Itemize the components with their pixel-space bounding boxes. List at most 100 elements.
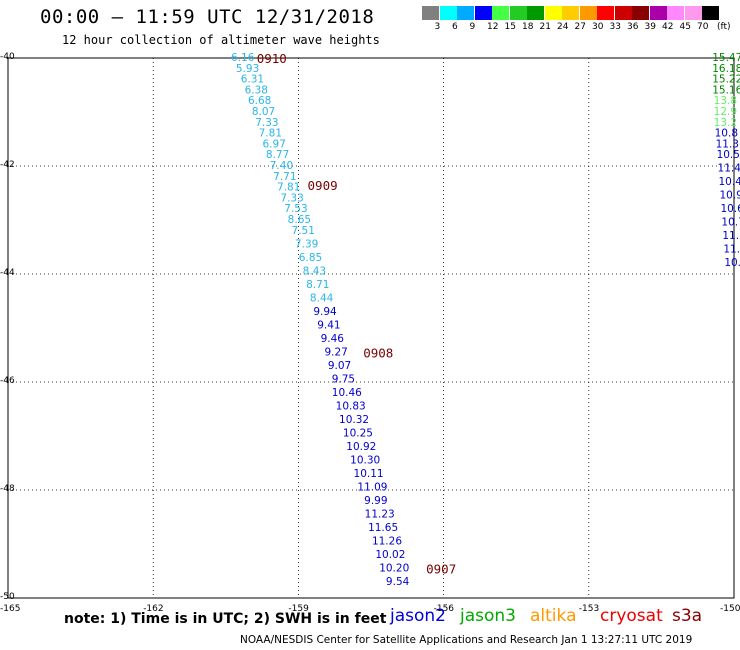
wave-height-value: 10.32 [339, 414, 369, 426]
longitude-label: -156 [433, 604, 455, 614]
scale-label: 3 [434, 22, 441, 32]
pass-time-label: 0907 [426, 561, 456, 576]
scale-label: 70 [697, 22, 709, 32]
wave-height-value: 7.53 [284, 203, 307, 215]
page-title: 00:00 – 11:59 UTC 12/31/2018 [40, 6, 375, 28]
scale-swatch [509, 6, 527, 20]
track-0907-0910: 6.165.936.316.386.688.077.337.816.978.77… [231, 52, 410, 588]
latitude-label: -48 [0, 484, 15, 494]
scale-label: 15 [504, 22, 516, 32]
wave-height-value: 9.99 [364, 495, 387, 507]
longitude-label: -153 [578, 604, 600, 614]
wave-height-value: 7.71 [273, 171, 296, 183]
wave-height-value: 15.47 [712, 52, 740, 64]
scale-swatch [579, 6, 597, 20]
wave-height-value: 8.07 [252, 106, 275, 118]
wave-height-value: 9.46 [321, 333, 345, 345]
pass-time-label: 0908 [363, 345, 393, 360]
scale-label: 12 [487, 22, 499, 32]
satellite-altika: altika [530, 606, 577, 626]
wave-height-value: 8.77 [266, 149, 289, 161]
wave-height-value: 6.85 [299, 252, 322, 264]
wave-height-value: 6.31 [241, 74, 264, 86]
scale-swatch [614, 6, 632, 20]
wave-height-value: 16.18 [712, 63, 740, 75]
wave-height-value: 11.2 [722, 230, 740, 242]
track-east: 15.4716.1815.2215.1613.812.913.210.811.3… [712, 52, 740, 269]
wave-height-value: 13.2 [714, 117, 737, 129]
wave-height-value: 10.1 [724, 257, 740, 269]
longitude-label: -150 [720, 604, 740, 614]
satellite-jason3: jason3 [460, 606, 516, 626]
latitude-label: -50 [0, 592, 15, 602]
wave-height-value: 9.94 [313, 306, 337, 318]
wave-height-value: 10.83 [336, 400, 366, 412]
wave-height-value: 13.8 [714, 95, 737, 107]
scale-label: 6 [452, 22, 458, 32]
wave-height-value: 10.5 [717, 149, 740, 161]
latitude-label: -46 [0, 376, 15, 386]
wave-height-value: 15.22 [712, 74, 740, 86]
latitude-label: -44 [0, 268, 15, 278]
scale-label: 21 [539, 22, 551, 32]
scale-label: 9 [469, 22, 476, 32]
scale-swatch [649, 6, 667, 20]
satellite-cryosat: cryosat [600, 606, 663, 626]
wave-height-value: 7.39 [295, 238, 318, 250]
scale-swatch [457, 6, 474, 20]
wave-height-value: 8.43 [303, 265, 326, 277]
wave-height-value: 7.81 [277, 182, 300, 194]
map-grid [7, 57, 735, 599]
wave-height-value: 6.38 [245, 84, 268, 96]
latitude-label: -40 [0, 52, 15, 62]
wave-height-value: 10.92 [346, 441, 376, 453]
wave-height-value: 10.25 [343, 427, 373, 439]
wave-height-value: 10.9 [719, 190, 740, 202]
footer-note: note: 1) Time is in UTC; 2) SWH is in fe… [64, 611, 387, 627]
wave-height-value: 11.23 [365, 508, 395, 520]
wave-height-value: 6.68 [248, 95, 271, 107]
wave-height-value: 10.6 [720, 203, 740, 215]
pass-time-label: 0909 [308, 178, 338, 193]
scale-swatch [422, 6, 439, 20]
wave-height-value: 8.65 [288, 214, 311, 226]
wave-height-value: 7.51 [292, 225, 315, 237]
scale-label: 42 [662, 22, 674, 32]
scale-swatch [702, 6, 719, 20]
wave-height-value: 7.33 [280, 192, 303, 204]
latitude-label: -42 [0, 160, 15, 170]
wave-height-value: 7.81 [259, 128, 282, 140]
wave-height-value: 11.0 [723, 244, 740, 256]
scale-swatch [562, 6, 579, 20]
wave-height-value: 10.7 [721, 217, 740, 229]
wave-height-value: 7.40 [270, 160, 293, 172]
scale-swatch [597, 6, 614, 20]
scale-swatch [684, 6, 702, 20]
wave-height-value: 10.02 [375, 549, 405, 561]
wave-height-value: 9.07 [328, 360, 351, 372]
wave-height-value: 5.93 [236, 63, 259, 75]
pass-time-labels: 0910 0909 0908 0907 [257, 51, 457, 576]
wave-height-value: 6.16 [231, 52, 255, 64]
scale-label: 27 [574, 22, 586, 32]
wave-height-value: 9.41 [317, 319, 340, 331]
wave-height-value: 11.09 [357, 481, 387, 493]
wave-height-value: 8.44 [310, 292, 334, 304]
satellite-jason2: jason2 [390, 606, 446, 626]
wave-height-value: 12.9 [714, 106, 737, 118]
scale-label: 18 [522, 22, 534, 32]
scale-swatch [474, 6, 492, 20]
wave-height-value: 9.27 [324, 346, 347, 358]
wave-height-value: 10.46 [332, 387, 362, 399]
pass-time-label: 0910 [257, 51, 287, 66]
longitude-label: -159 [288, 604, 309, 614]
wave-height-value: 10.8 [715, 128, 738, 140]
scale-label: 36 [627, 22, 639, 32]
wave-height-value: 11.3 [716, 138, 739, 150]
wave-height-value: 15.16 [712, 84, 740, 96]
satellite-s3a: s3a [672, 606, 703, 626]
wave-height-value: 11.65 [368, 522, 398, 534]
map-frame [7, 57, 735, 599]
scale-label: 33 [609, 22, 621, 32]
